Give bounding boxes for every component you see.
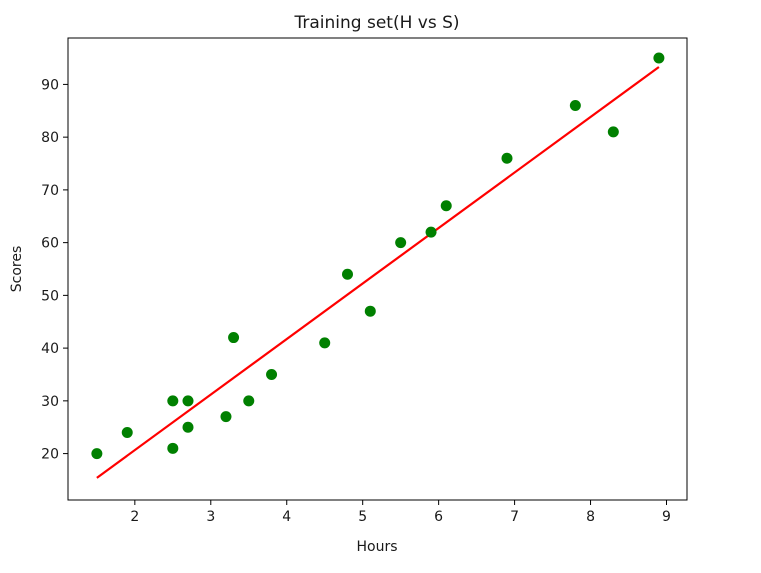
data-point-3 — [167, 442, 179, 454]
x-tick-label: 4 — [282, 509, 291, 525]
y-tick-label: 50 — [41, 288, 59, 304]
data-point-9 — [266, 368, 278, 380]
data-point-5 — [182, 421, 194, 433]
data-point-19 — [653, 52, 665, 64]
data-point-16 — [501, 152, 513, 164]
data-point-6 — [220, 411, 232, 423]
x-axis-label: Hours — [356, 539, 397, 555]
plot-area-frame — [67, 37, 688, 501]
x-tick-label: 9 — [662, 509, 671, 525]
x-tick-label: 5 — [358, 509, 367, 525]
x-tick-label: 8 — [586, 509, 595, 525]
y-tick-label: 30 — [41, 394, 59, 410]
data-point-7 — [228, 332, 240, 344]
data-point-11 — [341, 268, 353, 280]
y-tick-label: 40 — [41, 341, 59, 357]
data-point-14 — [425, 226, 437, 238]
data-point-12 — [364, 305, 376, 317]
data-point-18 — [607, 126, 619, 138]
x-tick-label: 3 — [206, 509, 215, 525]
data-point-10 — [319, 337, 331, 349]
x-tick-label: 2 — [130, 509, 139, 525]
x-tick-label: 6 — [434, 509, 443, 525]
axis-ticks: 2 3 4 5 6 7 8 9 20 30 40 50 60 70 80 90 — [41, 77, 671, 525]
data-point-2 — [167, 395, 179, 407]
y-tick-label: 70 — [41, 183, 59, 199]
y-tick-label: 20 — [41, 447, 59, 463]
chart-title: Training set(H vs S) — [293, 13, 459, 33]
data-point-0 — [91, 448, 103, 460]
data-point-17 — [569, 100, 581, 112]
y-tick-label: 80 — [41, 130, 59, 146]
y-tick-label: 90 — [41, 77, 59, 93]
regression-line — [96, 66, 660, 479]
data-point-8 — [243, 395, 255, 407]
data-point-15 — [440, 200, 452, 212]
data-point-4 — [182, 395, 194, 407]
y-tick-label: 60 — [41, 236, 59, 252]
y-axis-label: Scores — [9, 246, 25, 293]
data-point-1 — [121, 426, 133, 438]
x-tick-label: 7 — [510, 509, 519, 525]
plot-marks — [91, 52, 665, 479]
data-point-13 — [395, 237, 407, 249]
